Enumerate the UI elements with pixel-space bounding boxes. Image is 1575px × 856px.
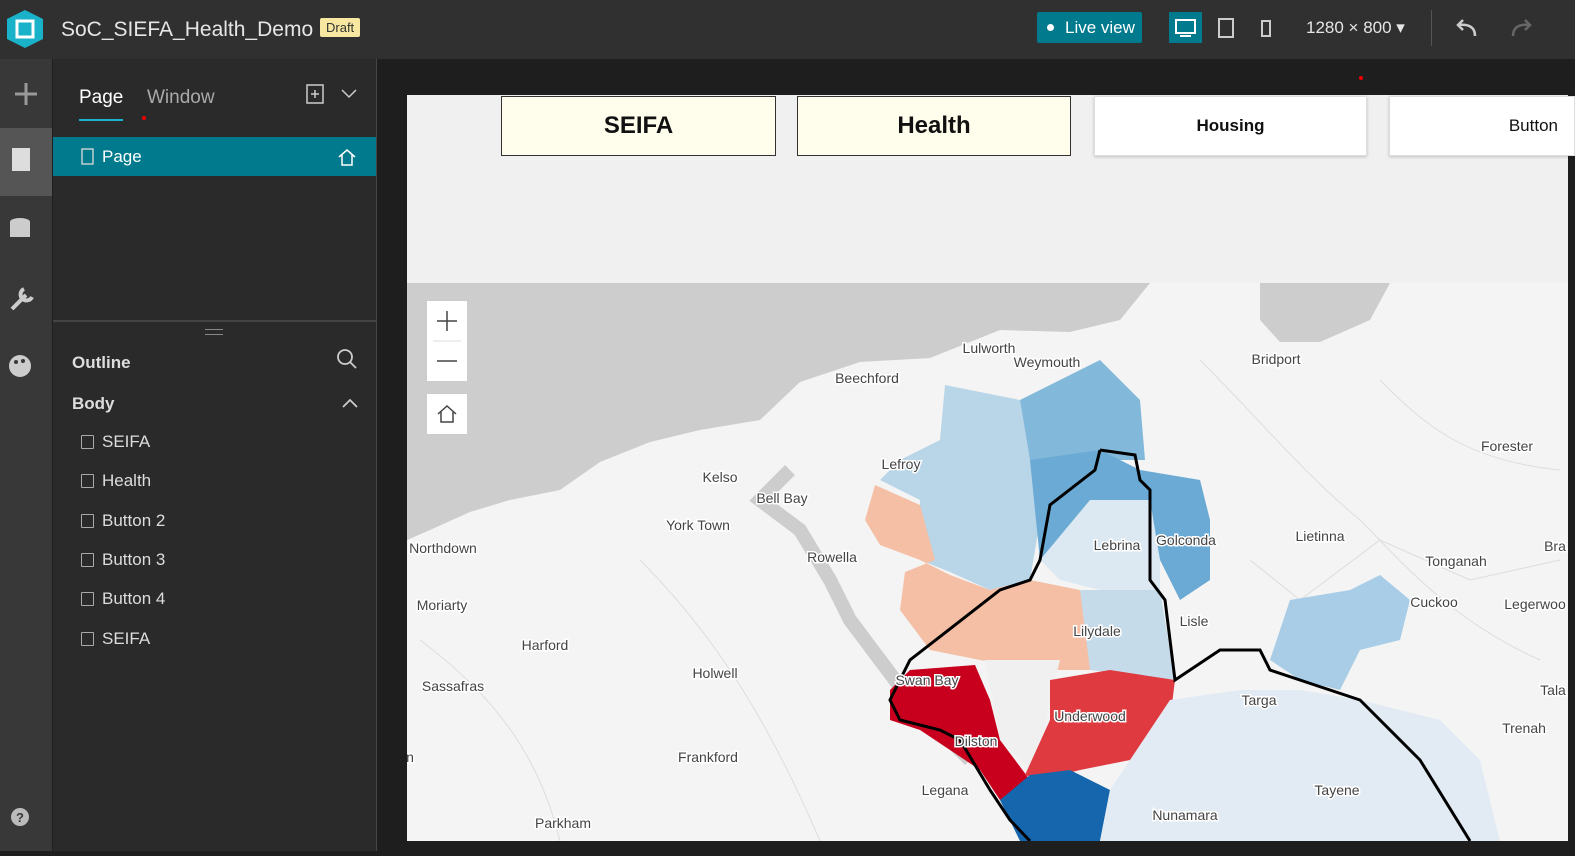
phone-view[interactable] — [1258, 19, 1274, 39]
outline-item[interactable]: Health — [102, 471, 152, 491]
rail-icons: ? — [0, 83, 52, 826]
undo-redo[interactable] — [1453, 16, 1533, 40]
map-label: Bra — [1544, 538, 1566, 554]
map-label: Northdown — [409, 540, 477, 556]
item-icon — [81, 435, 94, 449]
outline-item[interactable]: SEIFA — [102, 432, 151, 451]
collapse[interactable] — [340, 395, 360, 411]
tab-window[interactable]: Window — [147, 87, 215, 108]
search[interactable] — [335, 347, 359, 371]
map-label: Nunamara — [1152, 807, 1218, 823]
live-view-label: Live view — [1065, 18, 1135, 37]
map-label: Tonganah — [1425, 553, 1487, 569]
item-icon — [81, 592, 94, 607]
map-label: Legana — [922, 782, 969, 798]
map-label: Holwell — [692, 665, 737, 681]
map-label: Golconda — [1156, 532, 1216, 548]
canvas-button[interactable]: SEIFA — [501, 96, 776, 156]
outline-item[interactable]: Button 3 — [102, 549, 166, 569]
map-label: Legerwoo — [1504, 596, 1566, 612]
canvas-button[interactable]: Health — [797, 96, 1071, 156]
map-label: York Town — [666, 517, 730, 533]
map-label: Bridport — [1251, 351, 1300, 367]
map-label: Lietinna — [1295, 528, 1344, 544]
map-label: Beechford — [835, 370, 899, 386]
page-item[interactable]: Page — [53, 137, 376, 176]
app-title: SoC_SIEFA_Health_Demo — [61, 18, 314, 41]
map-label: Harford — [522, 637, 569, 653]
map-label: Sassafras — [422, 678, 484, 694]
desktop-view[interactable] — [1169, 12, 1202, 43]
resolution-label: 1280 × 800 — [1306, 18, 1392, 37]
map-label: Underwood — [1054, 708, 1126, 724]
map-label: Weymouth — [1014, 354, 1081, 370]
map-label: Moriarty — [417, 597, 468, 613]
tab-page[interactable]: Page — [79, 87, 124, 108]
map-label: Lilydale — [1073, 623, 1121, 639]
map-label: Dilston — [955, 733, 998, 749]
item-icon — [81, 552, 94, 567]
home-button[interactable] — [426, 393, 468, 435]
outline-item[interactable]: SEIFA — [102, 628, 151, 648]
live-view-button[interactable]: Live view — [1037, 12, 1142, 43]
add-page[interactable] — [303, 81, 363, 107]
map-label: Kelso — [702, 469, 737, 485]
map-label: Lisle — [1180, 613, 1209, 629]
map-label: Parkham — [535, 815, 591, 831]
draft-badge: Draft — [320, 18, 361, 37]
resolution[interactable]: 1280 × 800 ▾ — [1306, 18, 1405, 37]
map-label: Tayene — [1314, 782, 1359, 798]
logo — [7, 10, 43, 48]
header: SoC_SIEFA_Health_Demo Draft Live view 12… — [0, 0, 1575, 59]
map-label: Tala — [1540, 682, 1566, 698]
item-icon — [81, 631, 94, 646]
outline-item[interactable]: Button 4 — [102, 589, 166, 609]
map-label: Rowella — [807, 549, 857, 565]
outline-item[interactable]: Button 2 — [102, 510, 166, 530]
map-label: Lebrina — [1094, 537, 1141, 553]
canvas-button[interactable]: Housing — [1094, 96, 1367, 156]
svg-text:?: ? — [16, 810, 24, 825]
item-icon — [81, 474, 94, 489]
map-label: Frankford — [678, 749, 738, 765]
map-label: Lulworth — [963, 340, 1016, 356]
map-label: Lefroy — [882, 456, 921, 472]
map-label: n — [407, 749, 414, 765]
page-item-label: Page — [102, 147, 142, 166]
canvas-button[interactable]: Button — [1389, 96, 1575, 156]
map-label: Swan Bay — [895, 672, 958, 688]
item-icon — [81, 513, 94, 528]
map-label: Forester — [1481, 438, 1533, 454]
map-label: Cuckoo — [1410, 594, 1458, 610]
zoom-controls[interactable] — [426, 300, 468, 382]
body-label: Body — [72, 394, 115, 413]
map-label: Bell Bay — [756, 490, 807, 506]
map-label: Targa — [1241, 692, 1276, 708]
outline-title: Outline — [72, 353, 131, 372]
tablet-view[interactable] — [1216, 17, 1236, 39]
side-panel: Page Window Page Outline Body — [53, 59, 377, 851]
icon-rail: ? — [0, 59, 52, 851]
map-label: Trenah — [1502, 720, 1546, 736]
